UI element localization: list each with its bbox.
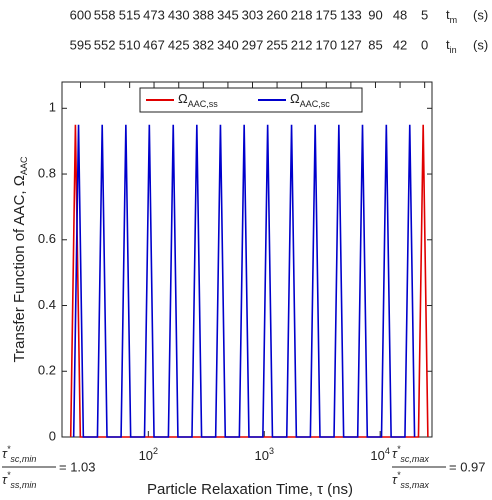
top-tick-label-tin: 297 (242, 37, 264, 52)
annotation-denominator-part: * (397, 470, 401, 480)
x-tick-label-part: 10 (255, 448, 269, 463)
top-tick-label-tin: 255 (266, 37, 288, 52)
legend-label: ΩAAC,ss (178, 91, 218, 109)
series-line (72, 124, 416, 438)
annotation-numerator: τ*sc,min (2, 444, 36, 464)
annotation-numerator: τ*sc,max (392, 444, 429, 464)
y-axis-label: Transfer Function of AAC, ΩAAC (11, 156, 29, 362)
annotation-numerator-part: * (397, 444, 401, 454)
top-tick-label-tm: 600 (70, 7, 92, 22)
top-axis-label-part: in (450, 45, 457, 55)
top-tick-label-tin: 212 (291, 37, 313, 52)
top-tick-label-tin: 425 (168, 37, 190, 52)
x-tick-label-part: 4 (385, 446, 390, 456)
annotation-denominator: τ*ss,max (392, 470, 429, 490)
top-tick-label-tm: 175 (315, 7, 337, 22)
top-tick-label-tm: 558 (94, 7, 116, 22)
top-tick-label-tin: 382 (192, 37, 214, 52)
top-tick-label-tm: 260 (266, 7, 288, 22)
legend-label-part: Ω (178, 91, 188, 106)
top-tick-label-tin: 42 (393, 37, 407, 52)
legend-label-part: AAC,ss (188, 99, 219, 109)
annotation-numerator-part: sc,min (10, 454, 36, 464)
top-tick-label-tm: 430 (168, 7, 190, 22)
y-tick-label: 1 (49, 100, 56, 115)
annotation-value: = 1.03 (59, 459, 96, 474)
x-tick-label: 102 (139, 446, 158, 463)
legend-label: ΩAAC,sc (290, 91, 330, 109)
top-tick-label-tin: 467 (143, 37, 165, 52)
top-tick-label-tin: 340 (217, 37, 239, 52)
legend-label-part: Ω (290, 91, 300, 106)
annotation-numerator-part: τ (2, 446, 8, 461)
top-tick-label-tin: 552 (94, 37, 116, 52)
top-tick-label-tin: 510 (119, 37, 141, 52)
top-tick-label-tm: 345 (217, 7, 239, 22)
top-tick-label-tin: 0 (421, 37, 428, 52)
x-tick-label-part: 10 (139, 448, 153, 463)
x-axis-label: Particle Relaxation Time, τ (ns) (147, 481, 353, 498)
top-tick-label-tin: 85 (368, 37, 382, 52)
annotation-numerator-part: τ (392, 446, 398, 461)
top-tick-label-tin: 595 (70, 37, 92, 52)
top-tick-label-tm: 515 (119, 7, 141, 22)
legend-box (139, 87, 363, 113)
annotation-denominator-part: ss,max (400, 480, 429, 490)
y-tick-label: 0.2 (38, 363, 56, 378)
y-tick-label: 0 (49, 428, 56, 443)
y-tick-label: 0.6 (38, 231, 56, 246)
y-axis-label-part: Transfer Function of AAC, Ω (11, 175, 28, 362)
top-axis-label-part: t (446, 37, 450, 52)
annotation-value: = 0.97 (449, 459, 486, 474)
top-tick-label-tm: 133 (340, 7, 362, 22)
top-tick-label-tin: 170 (315, 37, 337, 52)
annotation-numerator-part: sc,max (400, 454, 429, 464)
x-tick-label-part: 3 (269, 446, 274, 456)
top-tick-label-tm: 5 (421, 7, 428, 22)
annotation-denominator-part: ss,min (10, 480, 36, 490)
x-tick-label: 103 (255, 446, 274, 463)
top-axis-unit: (s) (473, 7, 488, 22)
legend-label-part: AAC,sc (300, 99, 331, 109)
top-tick-label-tin: 127 (340, 37, 362, 52)
top-axis-label-part: t (446, 7, 450, 22)
top-tick-label-tm: 48 (393, 7, 407, 22)
top-tick-label-tm: 473 (143, 7, 165, 22)
top-axis-label: tin (446, 37, 457, 55)
annotation-denominator-part: τ (392, 472, 398, 487)
x-tick-label-part: 10 (370, 448, 384, 463)
top-tick-label-tm: 303 (242, 7, 264, 22)
series-line (69, 124, 429, 438)
top-axis-unit: (s) (473, 37, 488, 52)
annotation-denominator-part: τ (2, 472, 8, 487)
y-axis-label-part: AAC (19, 156, 29, 175)
y-tick-label: 0.8 (38, 165, 56, 180)
y-tick-label: 0.4 (38, 297, 56, 312)
top-tick-label-tm: 218 (291, 7, 313, 22)
top-axis-label: tm (446, 7, 457, 25)
annotation-denominator: τ*ss,min (2, 470, 36, 490)
top-tick-label-tm: 90 (368, 7, 382, 22)
top-tick-label-tm: 388 (192, 7, 214, 22)
annotation-denominator-part: * (7, 470, 11, 480)
top-axis-label-part: m (450, 15, 458, 25)
annotation-numerator-part: * (7, 444, 11, 454)
x-tick-label: 104 (370, 446, 389, 463)
x-tick-label-part: 2 (153, 446, 158, 456)
